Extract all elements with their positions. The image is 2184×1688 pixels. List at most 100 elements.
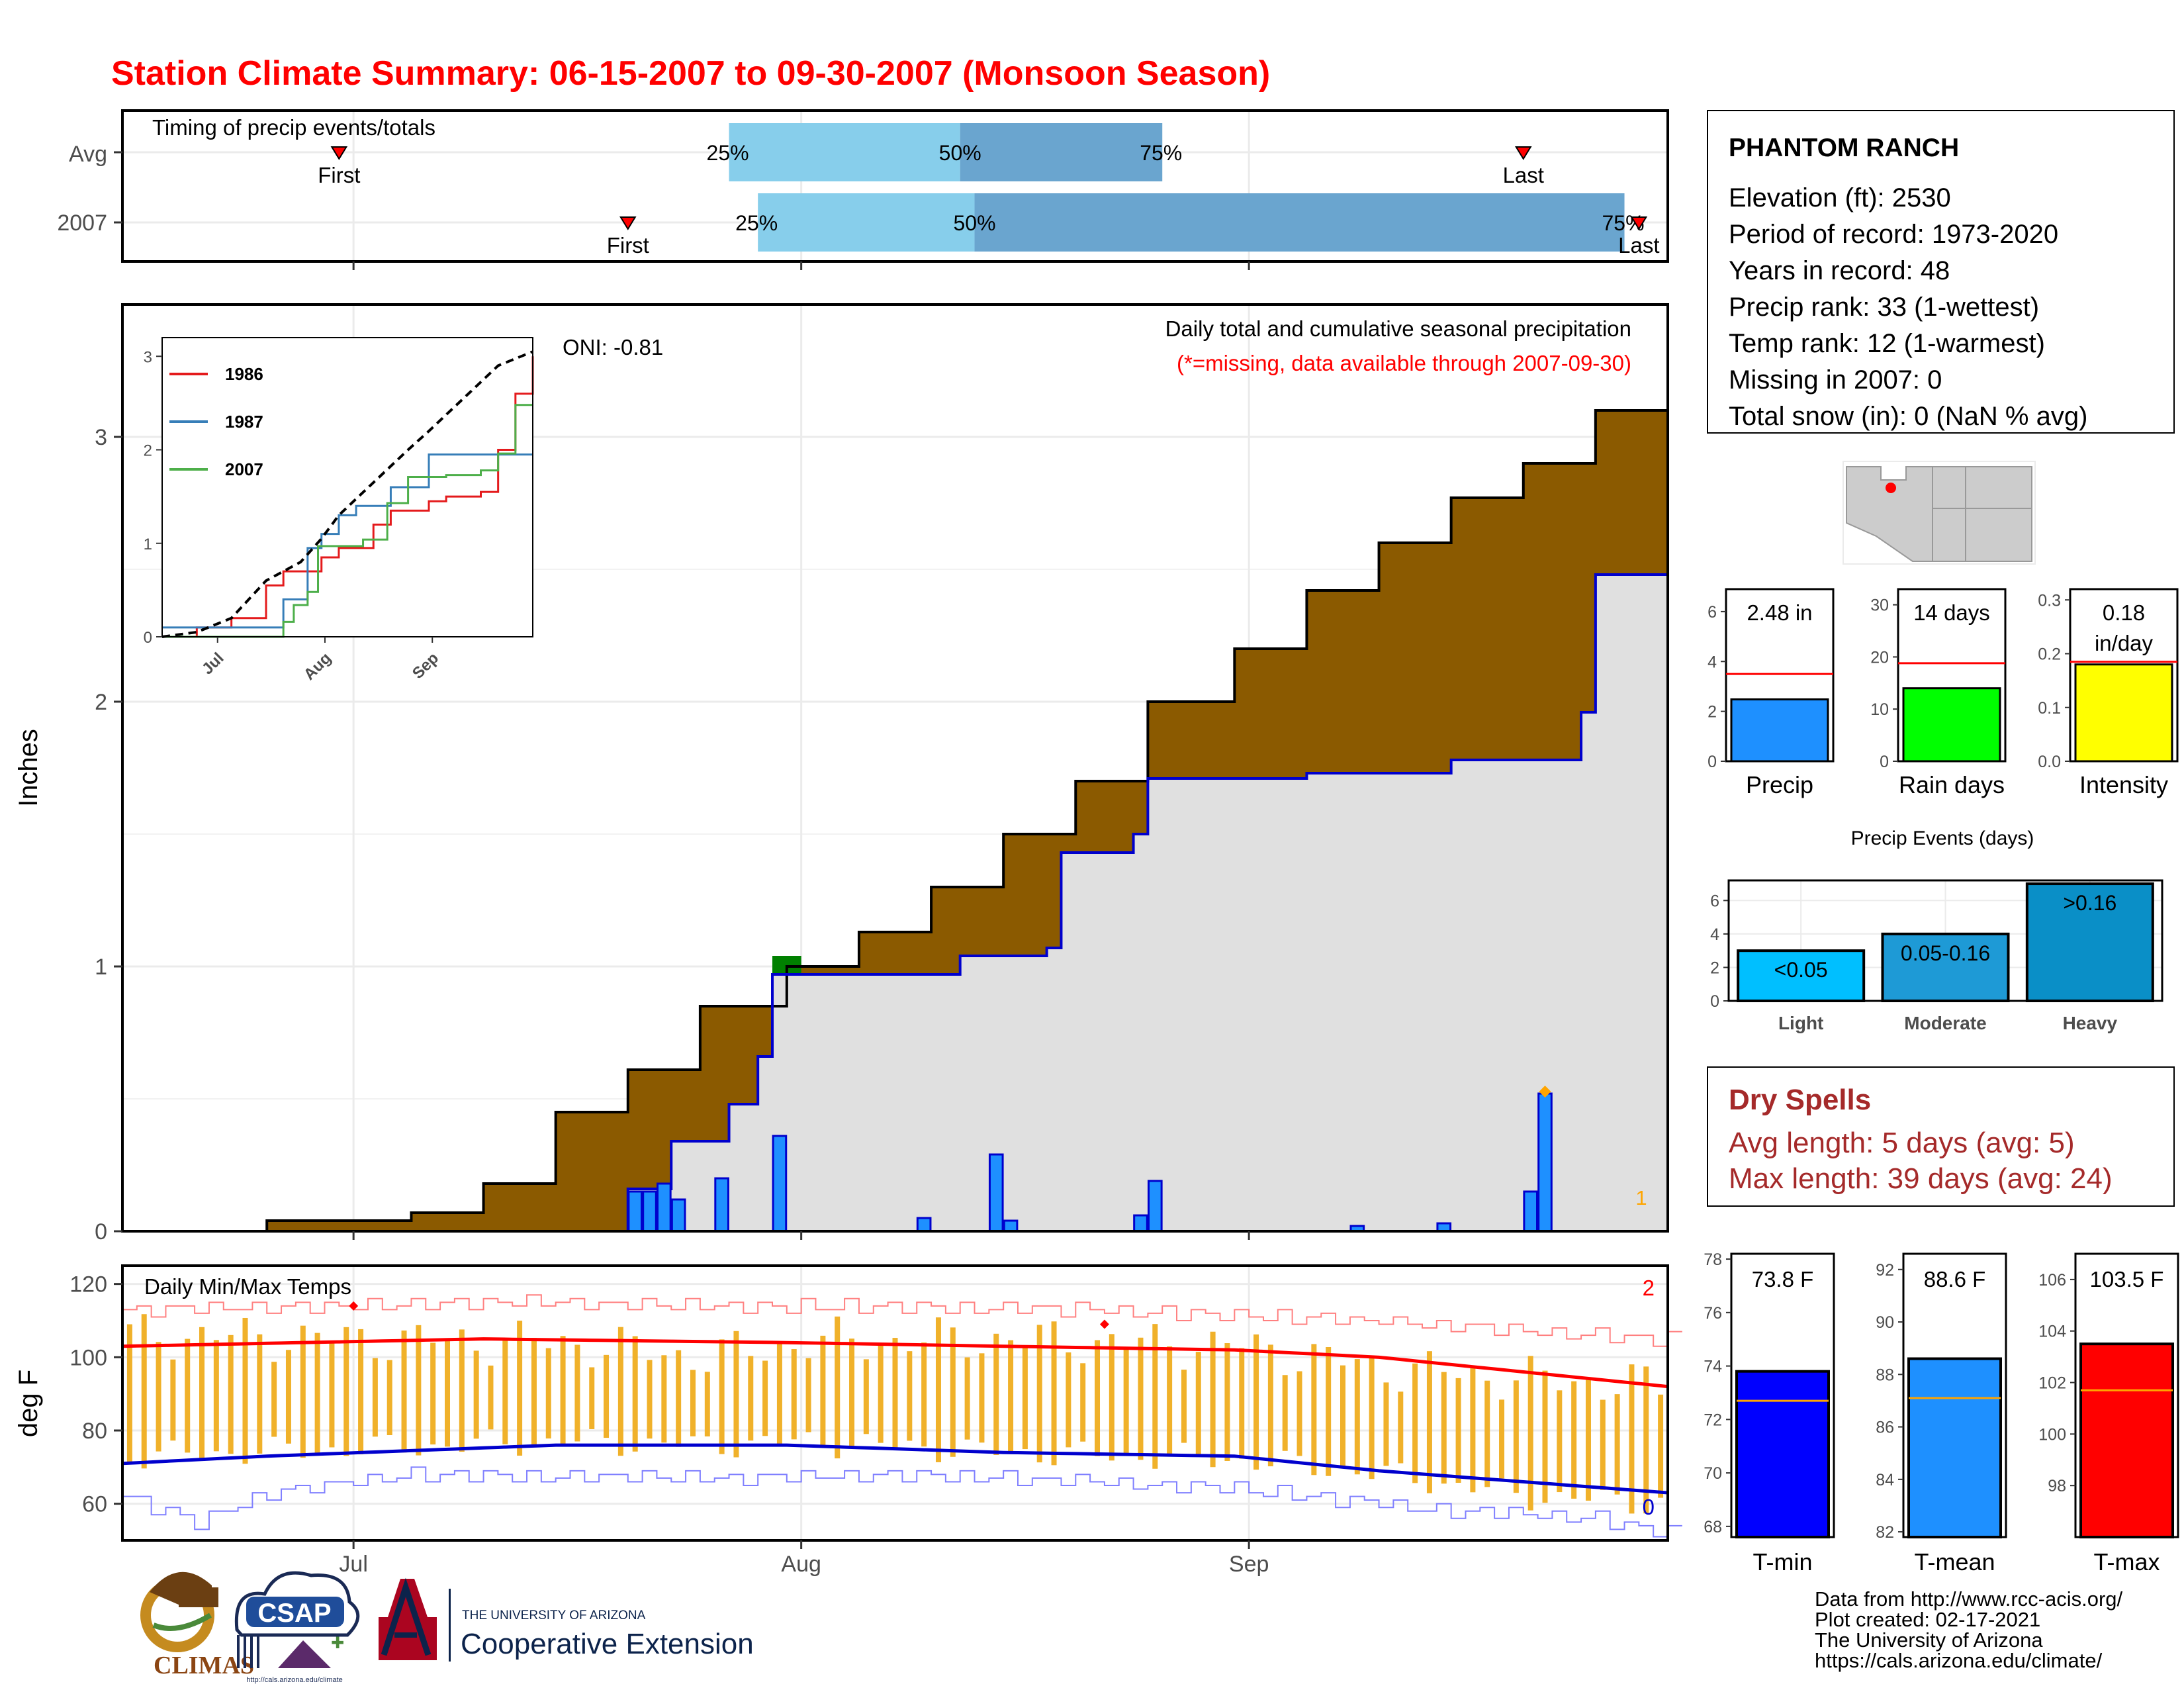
daily-temp-range-bar bbox=[964, 1357, 970, 1440]
state-borders bbox=[1932, 467, 2032, 561]
dry-spells-avg: Avg length: 5 days (avg: 5) bbox=[1729, 1127, 2075, 1159]
stat-chart-y-tick-label: 84 bbox=[1876, 1471, 1894, 1489]
stat-chart-precip: 0 2 4 6 2.48 in Precip bbox=[1707, 588, 1835, 798]
daily-temp-range-bar bbox=[921, 1342, 927, 1447]
stat-chart-y-tick-label: 0 bbox=[1880, 753, 1889, 771]
average-tmin-line bbox=[122, 1443, 1668, 1495]
daily-temp-range-bar bbox=[473, 1350, 479, 1439]
daily-temp-range-bar bbox=[1629, 1364, 1635, 1514]
precip-annotation-title: Daily total and cumulative seasonal prec… bbox=[1165, 316, 1631, 341]
daily-temp-range-bar bbox=[892, 1338, 898, 1448]
precip-annotation-missing: (*=missing, data available through 2007-… bbox=[1177, 351, 1631, 375]
temps-y-tick-label: 60 bbox=[82, 1492, 107, 1517]
daily-temp-range-bar bbox=[849, 1338, 855, 1446]
stat-chart-y-tick-label: 76 bbox=[1704, 1304, 1722, 1323]
stat-chart-y-tick-label: 0.2 bbox=[2038, 645, 2061, 664]
stat-chart-y-tick-label: 74 bbox=[1704, 1358, 1722, 1376]
timing-first-label: First bbox=[607, 233, 649, 258]
daily-temp-range-bar bbox=[1470, 1367, 1476, 1493]
daily-temp-range-bar bbox=[1643, 1366, 1649, 1514]
daily-temp-range-bar bbox=[1614, 1394, 1620, 1495]
precip-events-bar bbox=[1737, 949, 1866, 1002]
daily-temp-range-bar bbox=[401, 1330, 407, 1453]
stat-chart-y-tick-label: 4 bbox=[1707, 653, 1717, 671]
dry-spells-title: Dry Spells bbox=[1729, 1084, 1871, 1116]
temps-x-tick-label: Aug bbox=[781, 1552, 821, 1577]
stat-chart-y-tick-label: 0 bbox=[1707, 753, 1717, 771]
record-high-line bbox=[122, 1294, 1682, 1347]
stat-chart-bar bbox=[2074, 663, 2173, 763]
max-daily-marker bbox=[1539, 1086, 1551, 1098]
precip-y-axis-label: Inches bbox=[14, 729, 43, 807]
daily-temp-range-bar bbox=[488, 1365, 494, 1430]
daily-temp-range-bar bbox=[358, 1329, 364, 1455]
stat-chart-y-tick-label: 86 bbox=[1876, 1419, 1894, 1437]
daily-temp-range-bar bbox=[950, 1327, 956, 1457]
stat-chart-bar bbox=[1907, 1357, 2002, 1539]
daily-temp-range-bar bbox=[1484, 1380, 1490, 1487]
daily-temp-range-bar bbox=[141, 1314, 147, 1469]
station-info-box: PHANTOM RANCH Elevation (ft): 2530 Perio… bbox=[1707, 110, 2175, 434]
precip-events-x-label: Heavy bbox=[2063, 1013, 2118, 1033]
daily-temp-range-bar bbox=[560, 1336, 566, 1446]
stat-chart-value: 2.48 in bbox=[1747, 600, 1812, 625]
station-line-snow: Total snow (in): 0 (NaN % avg) bbox=[1729, 402, 2087, 431]
inset-legend-label: 1986 bbox=[225, 364, 263, 384]
daily-temp-range-bar bbox=[170, 1359, 176, 1441]
daily-temp-range-bar bbox=[1167, 1346, 1173, 1456]
daily-temp-range-bar bbox=[835, 1316, 841, 1459]
stat-chart-label: Rain days bbox=[1899, 771, 2005, 798]
stat-chart-y-tick-label: 92 bbox=[1876, 1261, 1894, 1280]
inset-series-1987 bbox=[162, 453, 533, 629]
stat-chart-y-tick-label: 100 bbox=[2038, 1425, 2066, 1444]
record-low-count: 0 bbox=[1643, 1495, 1655, 1519]
daily-precip-bar bbox=[714, 1177, 729, 1233]
daily-temp-range-bar bbox=[1239, 1348, 1245, 1459]
precip-events-bar bbox=[2025, 882, 2154, 1002]
stat-chart-intensity: 0.0 0.1 0.2 0.3 0.18 in/day Intensity bbox=[2038, 588, 2179, 798]
daily-temp-range-bar bbox=[1297, 1371, 1302, 1456]
daily-temp-range-bar bbox=[285, 1350, 291, 1444]
station-line-missing: Missing in 2007: 0 bbox=[1729, 365, 1942, 395]
stat-chart-t-max: 98 100 102 104 106 103.5 F T-max bbox=[2038, 1252, 2179, 1575]
daily-temp-range-bar bbox=[387, 1360, 392, 1436]
temps-x-tick-label: Sep bbox=[1229, 1552, 1269, 1577]
daily-temp-range-bar bbox=[300, 1325, 306, 1458]
daily-precip-bar bbox=[916, 1217, 932, 1233]
precip-events-x-label: Light bbox=[1778, 1013, 1823, 1033]
station-line-period: Period of record: 1973-2020 bbox=[1729, 220, 2058, 249]
stat-chart-bar bbox=[1735, 1370, 1830, 1539]
daily-precip-bar bbox=[1133, 1214, 1148, 1233]
daily-precip-bar bbox=[657, 1182, 672, 1233]
daily-temp-range-bar bbox=[1326, 1346, 1332, 1476]
precip-y-tick-label: 3 bbox=[95, 425, 107, 450]
precip-events-y-tick-label: 6 bbox=[1710, 892, 1719, 910]
inset-legend-label: 2007 bbox=[225, 459, 263, 479]
stat-chart-y-tick-label: 98 bbox=[2048, 1477, 2066, 1495]
timing-bar-q25-q50 bbox=[758, 193, 975, 252]
average-tmax-line bbox=[122, 1337, 1668, 1389]
daily-temp-range-bar bbox=[430, 1342, 436, 1445]
stat-chart-y-tick-label: 0.3 bbox=[2038, 591, 2061, 610]
csap-url: http://cals.arizona.edu/climate bbox=[246, 1676, 343, 1684]
daily-temp-range-bar bbox=[1267, 1344, 1273, 1467]
daily-temp-range-bar bbox=[517, 1321, 523, 1456]
daily-temp-range-bar bbox=[213, 1340, 219, 1452]
precip-panel: 0 1 2 3 Inches Daily total and cumulative s… bbox=[14, 303, 1669, 1244]
daily-temp-range-bar bbox=[329, 1342, 335, 1448]
daily-temp-range-bar bbox=[704, 1372, 710, 1436]
inset-y-tick-label: 0 bbox=[144, 629, 152, 647]
daily-temp-range-bar bbox=[1152, 1324, 1158, 1469]
timing-last-marker bbox=[1630, 216, 1648, 230]
daily-temp-range-bar bbox=[935, 1317, 941, 1462]
daily-temp-range-bar bbox=[878, 1345, 884, 1443]
station-line-precip-rank: Precip rank: 33 (1-wettest) bbox=[1729, 293, 2039, 322]
stat-chart-y-tick-label: 102 bbox=[2038, 1374, 2066, 1393]
daily-precip-bar bbox=[1147, 1180, 1163, 1233]
precip-events-bar-value: >0.16 bbox=[2063, 891, 2116, 915]
precip-y-tick-label: 1 bbox=[95, 955, 107, 980]
station-line-elevation: Elevation (ft): 2530 bbox=[1729, 183, 1951, 212]
average-cumulative-line bbox=[122, 384, 1669, 1233]
credit-line-created: Plot created: 02-17-2021 bbox=[1815, 1608, 2040, 1631]
